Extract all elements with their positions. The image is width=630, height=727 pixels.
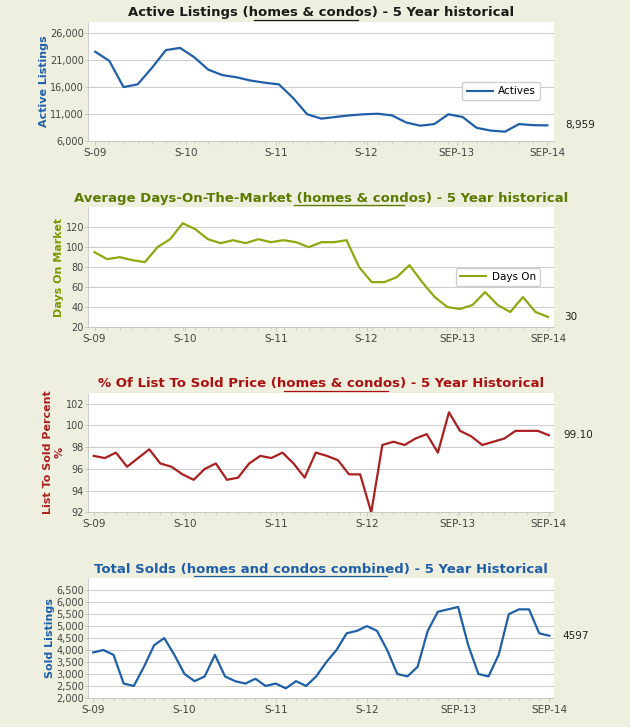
Text: 99.10: 99.10 <box>563 430 593 441</box>
Title: Active Listings (homes & condos) - 5 Year historical: Active Listings (homes & condos) - 5 Yea… <box>129 7 514 19</box>
Legend: Actives: Actives <box>462 82 540 100</box>
Y-axis label: List To Sold Percent
%: List To Sold Percent % <box>43 390 64 515</box>
Legend: Days On: Days On <box>456 268 540 286</box>
Title: Total Solds (homes and condos combined) - 5 Year Historical: Total Solds (homes and condos combined) … <box>94 563 548 576</box>
Text: 4597: 4597 <box>563 631 589 640</box>
Title: Average Days-On-The-Market (homes & condos) - 5 Year historical: Average Days-On-The-Market (homes & cond… <box>74 192 568 205</box>
Title: % Of List To Sold Price (homes & condos) - 5 Year Historical: % Of List To Sold Price (homes & condos)… <box>98 377 544 390</box>
Y-axis label: Active Listings: Active Listings <box>39 36 49 127</box>
Y-axis label: Days On Market: Days On Market <box>54 217 64 317</box>
Text: 30: 30 <box>564 312 578 322</box>
Text: 8,959: 8,959 <box>566 121 595 130</box>
Y-axis label: Sold Listings: Sold Listings <box>45 598 55 678</box>
